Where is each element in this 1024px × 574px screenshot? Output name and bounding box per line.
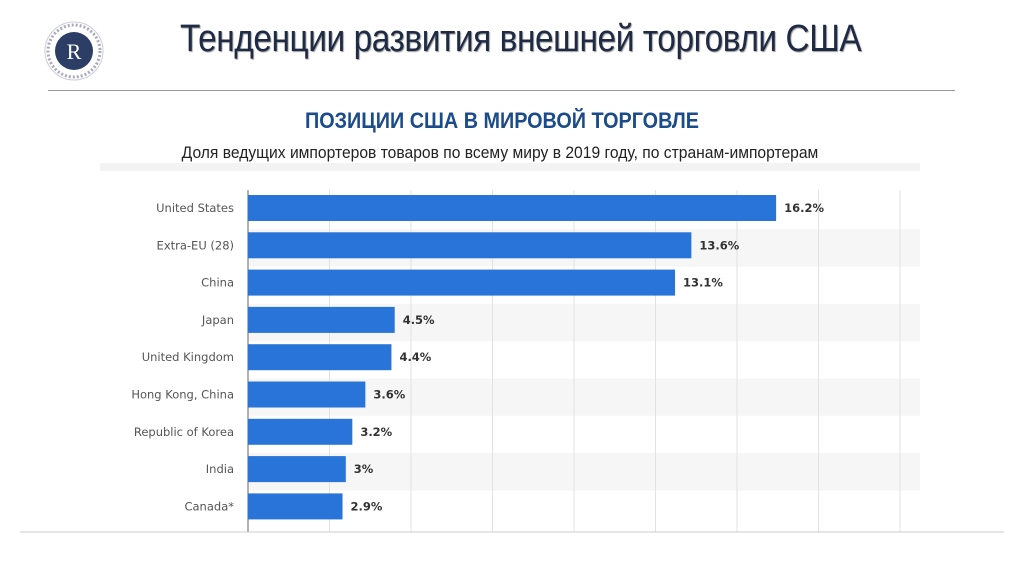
chart-top-band — [100, 163, 920, 171]
bar-republic-of-korea — [248, 418, 353, 445]
data-label: 13.1% — [683, 276, 723, 290]
category-label: China — [201, 276, 234, 290]
bar-china — [248, 269, 676, 296]
svg-text:R: R — [67, 39, 82, 64]
bar-united-kingdom — [248, 344, 392, 371]
data-label: 13.6% — [699, 238, 739, 252]
bar-united-states — [248, 195, 777, 221]
data-label: 4.4% — [399, 350, 431, 364]
data-label: 3.6% — [373, 388, 405, 402]
chart-description: Доля ведущих импортеров товаров по всему… — [181, 143, 819, 162]
category-label: United States — [156, 201, 234, 215]
slide-title: Тенденции развития внешней торговли США — [180, 18, 862, 60]
category-label: United Kingdom — [142, 350, 234, 364]
divider — [48, 90, 955, 91]
data-label: 2.9% — [351, 499, 383, 513]
bar-hong-kong-china — [248, 381, 366, 408]
row-band — [248, 453, 920, 491]
data-label: 3% — [354, 462, 374, 476]
bar-india — [248, 456, 346, 483]
data-label: 16.2% — [784, 201, 824, 215]
category-label: Hong Kong, China — [131, 388, 234, 402]
category-label: Republic of Korea — [134, 425, 234, 439]
category-label: India — [206, 462, 234, 476]
hse-logo: R — [44, 21, 104, 81]
data-label: 4.5% — [403, 313, 435, 327]
category-label: Extra-EU (28) — [157, 238, 234, 252]
bar-canada- — [248, 493, 343, 520]
category-label: Canada* — [184, 499, 234, 513]
bar-japan — [248, 306, 395, 333]
section-heading: ПОЗИЦИИ США В МИРОВОЙ ТОРГОВЛЕ — [304, 108, 699, 133]
data-label: 3.2% — [360, 425, 392, 439]
category-label: Japan — [201, 313, 234, 327]
bar-extra-eu-28- — [248, 232, 692, 259]
